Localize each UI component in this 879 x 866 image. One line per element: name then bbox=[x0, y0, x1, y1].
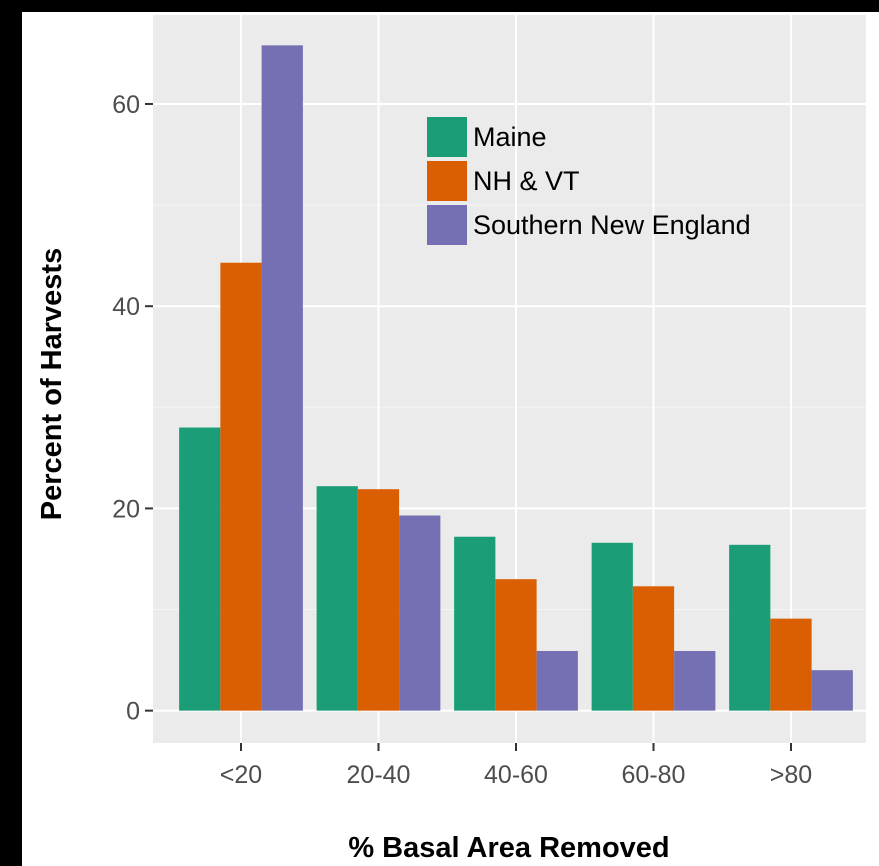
legend: Maine NH & VT Southern New England bbox=[427, 117, 751, 245]
legend-label: Maine bbox=[473, 122, 547, 152]
bar-nh-vt-4 bbox=[770, 618, 812, 711]
y-axis: 0 20 40 60 bbox=[112, 91, 153, 726]
bar-southern-new-england-1 bbox=[399, 515, 441, 711]
bar-southern-new-england-0 bbox=[261, 45, 303, 711]
bar-nh-vt-3 bbox=[632, 586, 675, 711]
bar-maine-3 bbox=[591, 542, 633, 711]
bar-maine-0 bbox=[179, 427, 221, 711]
x-axis-title: % Basal Area Removed bbox=[348, 832, 669, 864]
y-tick-label: 60 bbox=[112, 91, 140, 119]
bar-nh-vt-0 bbox=[220, 262, 262, 711]
x-tick-label: <20 bbox=[220, 761, 262, 789]
bars bbox=[179, 45, 853, 711]
x-tick-label: 40-60 bbox=[484, 761, 548, 789]
legend-label: Southern New England bbox=[473, 210, 751, 240]
bar-maine-2 bbox=[454, 536, 496, 711]
y-tick-label: 0 bbox=[126, 698, 140, 726]
bar-nh-vt-2 bbox=[495, 579, 537, 711]
bar-maine-1 bbox=[316, 486, 358, 711]
y-tick-label: 20 bbox=[112, 495, 140, 523]
bar-maine-4 bbox=[729, 544, 771, 711]
top-border bbox=[0, 0, 879, 12]
bar-southern-new-england-2 bbox=[536, 650, 578, 711]
x-tick-label: 60-80 bbox=[622, 761, 686, 789]
x-axis: <20 20-40 40-60 60-80 >80 bbox=[220, 743, 812, 789]
x-tick-label: 20-40 bbox=[347, 761, 411, 789]
x-tick-label: >80 bbox=[770, 761, 812, 789]
legend-key bbox=[427, 205, 467, 245]
bar-southern-new-england-3 bbox=[674, 650, 716, 711]
bar-southern-new-england-4 bbox=[811, 670, 853, 711]
legend-label: NH & VT bbox=[473, 166, 580, 196]
y-tick-label: 40 bbox=[112, 293, 140, 321]
legend-key bbox=[427, 161, 467, 201]
legend-key bbox=[427, 117, 467, 157]
y-axis-title: Percent of Harvests bbox=[36, 248, 68, 520]
bar-nh-vt-1 bbox=[357, 489, 400, 711]
left-border bbox=[0, 0, 22, 866]
